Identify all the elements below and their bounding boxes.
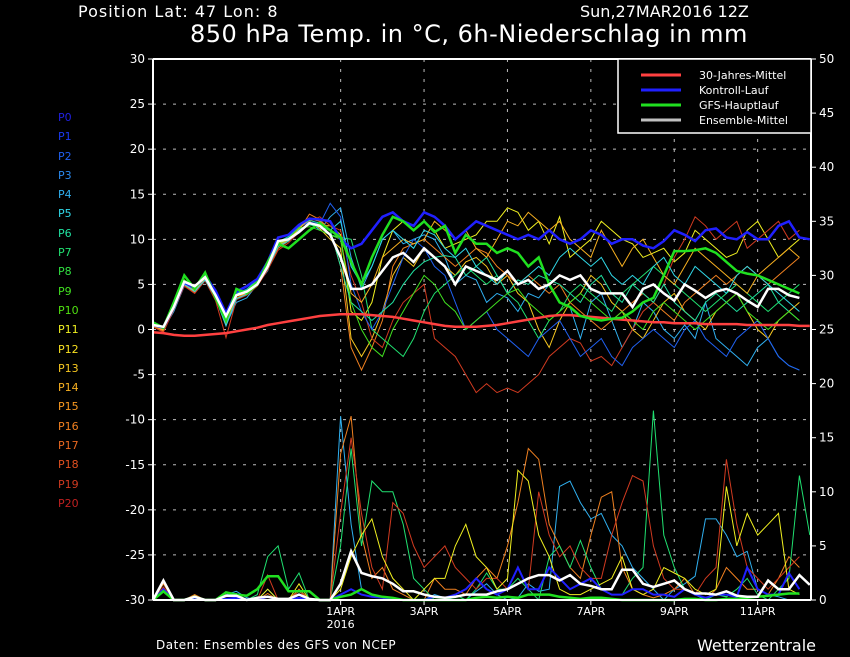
member-label-p4: P4 — [58, 188, 72, 202]
precip-line-ensemble-mittel — [151, 547, 811, 602]
member-label-p1: P1 — [58, 130, 72, 144]
member-label-p6: P6 — [58, 226, 72, 240]
x-tick-sublabel: 2016 — [327, 618, 355, 631]
right-tick-label: 35 — [819, 214, 834, 228]
right-tick-label: 20 — [819, 377, 834, 391]
member-label-p20: P20 — [58, 496, 79, 510]
legend-label: Kontroll-Lauf — [699, 84, 770, 97]
left-tick-label: -5 — [133, 368, 145, 382]
left-tick-label: 15 — [130, 187, 145, 201]
member-label-p14: P14 — [58, 381, 79, 395]
precip-line-gfs-hauptlauf — [152, 574, 800, 602]
chart-title: 850 hPa Temp. in °C, 6h-Niederschlag in … — [190, 20, 748, 48]
left-tick-label: -15 — [125, 458, 145, 472]
right-tick-label: 40 — [819, 160, 834, 174]
left-tick-label: 5 — [137, 277, 145, 291]
x-tick-label: 9APR — [660, 605, 689, 618]
member-label-p13: P13 — [58, 361, 79, 375]
member-label-p8: P8 — [58, 265, 72, 279]
member-label-p19: P19 — [58, 477, 79, 491]
member-label-p15: P15 — [58, 400, 79, 414]
legend-label: Ensemble-Mittel — [699, 114, 788, 127]
temp-line-p11 — [152, 207, 800, 330]
right-tick-label: 50 — [819, 52, 834, 66]
x-tick-label: 3APR — [410, 605, 439, 618]
left-tick-label: 25 — [130, 97, 145, 111]
member-label-p3: P3 — [58, 168, 72, 182]
left-tick-label: -25 — [125, 548, 145, 562]
right-tick-label: 25 — [819, 323, 834, 337]
member-label-p5: P5 — [58, 207, 72, 221]
left-tick-label: 10 — [130, 232, 145, 246]
precip-line-p19 — [152, 437, 800, 601]
member-label-p0: P0 — [58, 111, 72, 124]
temp-line-ensemble-mittel — [152, 221, 800, 329]
member-label-p11: P11 — [58, 323, 79, 337]
right-tick-label: 45 — [819, 106, 834, 120]
member-label-p9: P9 — [58, 284, 72, 298]
member-list: P0 P1 P2 P3 P4 P5 P6 P7 P8 P9 P10 P11 P12 P13 P14 P15 P1… — [58, 108, 79, 513]
temp-line-kontroll-lauf — [152, 210, 811, 330]
member-label-p10: P10 — [58, 303, 79, 317]
left-tick-label: 30 — [130, 52, 145, 66]
run-date: Sun,27MAR2016 12Z — [580, 2, 749, 21]
precip-line-p4 — [152, 416, 800, 601]
member-label-p12: P12 — [58, 342, 79, 356]
precip-line-p7 — [152, 410, 811, 602]
member-label-p2: P2 — [58, 149, 72, 163]
brand-label: Wetterzentrale — [697, 636, 817, 655]
legend-label: GFS-Hauptlauf — [699, 99, 780, 112]
right-tick-label: 15 — [819, 431, 834, 445]
x-tick-label: 11APR — [740, 605, 776, 618]
right-tick-label: 0 — [819, 593, 827, 607]
temp-line-30-jahres-mittel — [152, 312, 810, 338]
right-tick-label: 30 — [819, 268, 834, 282]
right-tick-label: 10 — [819, 485, 834, 499]
left-tick-label: 0 — [137, 323, 145, 337]
right-tick-label: 5 — [819, 539, 827, 553]
member-label-p17: P17 — [58, 439, 79, 453]
left-tick-label: -10 — [125, 413, 145, 427]
member-label-p18: P18 — [58, 458, 79, 472]
data-credit: Daten: Ensembles des GFS von NCEP — [156, 638, 397, 652]
left-tick-label: 20 — [130, 142, 145, 156]
left-tick-label: -20 — [125, 503, 145, 517]
x-tick-label: 7APR — [576, 605, 605, 618]
member-label-p16: P16 — [58, 419, 79, 433]
precip-line-p16 — [152, 415, 800, 601]
position-label: Position Lat: 47 Lon: 8 — [78, 2, 279, 21]
x-tick-label: 1APR — [326, 605, 355, 618]
legend-label: 30-Jahres-Mittel — [699, 69, 786, 82]
x-tick-label: 5APR — [493, 605, 522, 618]
left-tick-label: -30 — [125, 593, 145, 607]
member-label-p7: P7 — [58, 246, 72, 260]
